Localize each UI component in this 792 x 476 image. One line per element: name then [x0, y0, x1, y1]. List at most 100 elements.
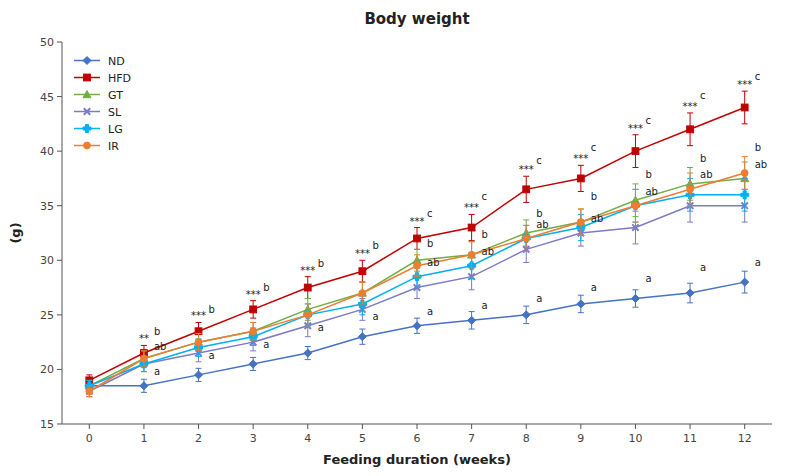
- point: [359, 290, 366, 297]
- error-bar: [250, 322, 256, 339]
- point: [304, 311, 311, 318]
- x-tick-label: 1: [140, 432, 147, 445]
- error-bar: [250, 357, 256, 370]
- error-bar: [469, 312, 475, 329]
- point: [577, 300, 585, 308]
- point: [86, 388, 93, 395]
- point: [632, 224, 638, 230]
- annotations: ***********************************babab…: [139, 71, 767, 377]
- y-axis-line: [62, 42, 63, 424]
- x-tick: [471, 424, 472, 429]
- error-bar: [359, 329, 365, 344]
- series: [86, 157, 748, 397]
- point: [741, 170, 748, 177]
- x-tick-label: 9: [577, 432, 584, 445]
- point: [86, 388, 92, 394]
- chart: Body weightFeeding duration (weeks)(g)15…: [0, 0, 792, 476]
- group-letter: b: [591, 191, 597, 202]
- group-letter: b: [154, 326, 160, 337]
- error-bar: [687, 173, 693, 206]
- point: [195, 371, 203, 379]
- x-tick-label: 4: [304, 432, 311, 445]
- x-tick: [580, 424, 581, 429]
- x-tick: [307, 424, 308, 429]
- legend-label: ND: [108, 55, 125, 68]
- group-letter: a: [209, 350, 215, 361]
- plot-area: [85, 91, 748, 397]
- y-tick-label: 15: [40, 418, 54, 431]
- significance-label: ***: [464, 202, 479, 213]
- group-letter: b: [536, 208, 542, 219]
- error-bar: [305, 277, 311, 299]
- significance-label: ***: [573, 153, 588, 164]
- point: [304, 349, 312, 357]
- series: [85, 178, 748, 391]
- group-letter: b: [755, 142, 761, 153]
- error-bar: [523, 225, 529, 251]
- x-tick: [143, 424, 144, 429]
- error-bar: [523, 306, 529, 323]
- point: [522, 311, 530, 319]
- group-letter: a: [372, 311, 378, 322]
- series-line: [89, 206, 744, 392]
- series: [86, 91, 748, 386]
- point: [577, 218, 585, 225]
- group-letter: ab: [154, 341, 166, 352]
- series: [86, 189, 748, 396]
- error-bar: [305, 304, 311, 326]
- legend-marker: [84, 142, 91, 149]
- group-letter: c: [482, 191, 488, 202]
- x-tick: [198, 424, 199, 429]
- y-tick-label: 35: [40, 200, 54, 213]
- y-tick: [57, 96, 62, 97]
- group-letter: ab: [645, 186, 657, 197]
- error-bar: [196, 333, 202, 350]
- point: [522, 234, 530, 242]
- error-bar: [305, 347, 311, 360]
- point: [687, 186, 694, 193]
- significance-label: ***: [300, 265, 315, 276]
- x-tick: [362, 424, 363, 429]
- x-tick-label: 3: [250, 432, 257, 445]
- point: [577, 175, 584, 182]
- error-bar: [141, 351, 147, 366]
- error-bar: [632, 189, 638, 222]
- group-letter: ab: [755, 159, 767, 170]
- group-letter: ab: [700, 169, 712, 180]
- point: [577, 219, 584, 226]
- point: [195, 339, 202, 346]
- error-bar: [414, 318, 420, 333]
- point: [468, 251, 476, 258]
- error-bar: [742, 271, 748, 293]
- point: [687, 126, 694, 133]
- point: [631, 202, 639, 210]
- error-bar: [632, 290, 638, 307]
- legend-label: HFD: [108, 72, 131, 85]
- error-bar: [687, 283, 693, 303]
- error-bar: [141, 379, 147, 392]
- group-letter: c: [536, 155, 542, 166]
- significance-label: ***: [628, 123, 643, 134]
- point: [686, 289, 694, 297]
- significance-label: ***: [355, 248, 370, 259]
- y-tick: [57, 314, 62, 315]
- x-axis-label: Feeding duration (weeks): [323, 452, 511, 467]
- error-bar: [196, 333, 202, 350]
- error-bar: [523, 225, 529, 251]
- point: [358, 289, 366, 296]
- group-letter: c: [755, 71, 761, 82]
- x-tick-label: 8: [523, 432, 530, 445]
- x-tick-label: 10: [628, 432, 642, 445]
- legend-label: GT: [108, 89, 123, 102]
- y-tick-label: 50: [40, 36, 54, 49]
- x-tick: [417, 424, 418, 429]
- group-letter: ab: [427, 257, 439, 268]
- error-bar: [250, 301, 256, 318]
- group-letter: a: [154, 366, 160, 377]
- error-bar: [414, 255, 420, 277]
- point: [741, 191, 749, 199]
- point: [632, 202, 639, 209]
- error-bar: [578, 209, 584, 235]
- x-tick-label: 5: [359, 432, 366, 445]
- y-tick-label: 25: [40, 309, 54, 322]
